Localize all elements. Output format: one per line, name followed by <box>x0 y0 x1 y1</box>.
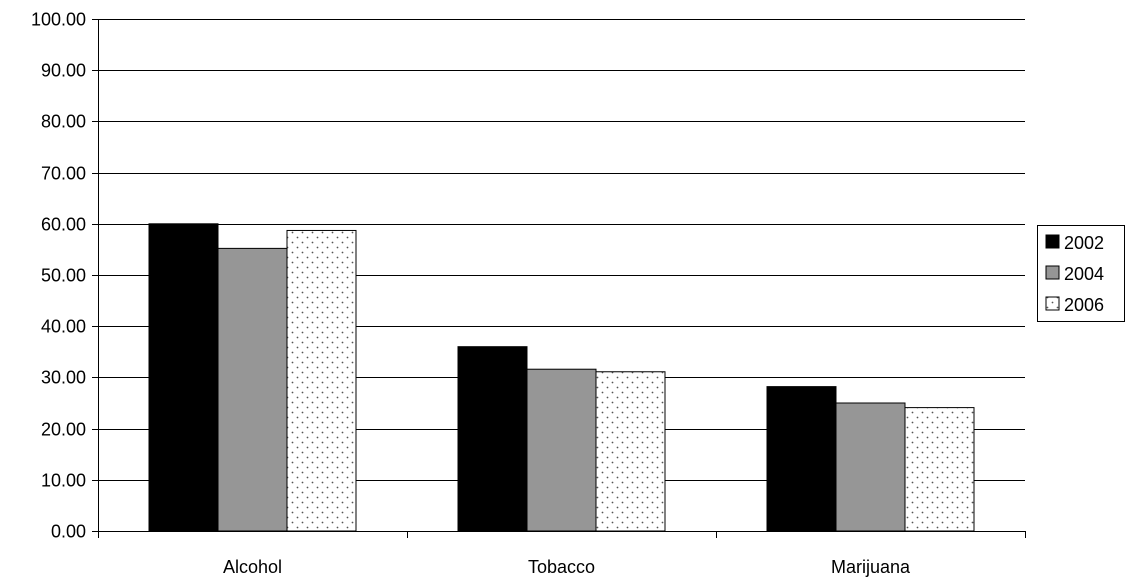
x-category-label: Tobacco <box>528 557 595 577</box>
y-tick-label: 40.00 <box>41 317 86 337</box>
legend-swatch-2004 <box>1045 265 1060 280</box>
y-tick-label: 50.00 <box>41 266 86 286</box>
bar-2002-marijuana <box>766 386 837 532</box>
y-tick-label: 70.00 <box>41 164 86 184</box>
bar-2006-tobacco <box>595 371 666 532</box>
legend-label-2004: 2004 <box>1064 264 1104 284</box>
legend-label-2006: 2006 <box>1064 295 1104 315</box>
y-tick-label: 10.00 <box>41 471 86 491</box>
bar-2002-tobacco <box>457 346 528 532</box>
bar-2002-alcohol <box>148 223 219 532</box>
y-axis-ticks: 0.00 10.00 20.00 30.00 40.00 50.00 60.00 70.00 8… <box>31 10 86 542</box>
bar-2004-tobacco <box>526 368 597 532</box>
axes <box>92 19 1026 538</box>
y-tick-label: 20.00 <box>41 420 86 440</box>
y-tick-label: 0.00 <box>51 522 86 542</box>
y-tick-label: 60.00 <box>41 215 86 235</box>
legend-label-2002: 2002 <box>1064 233 1104 253</box>
x-category-label: Marijuana <box>831 557 911 577</box>
legend-swatch-2002 <box>1045 234 1060 249</box>
bar-2004-marijuana <box>835 402 906 532</box>
y-tick-label: 90.00 <box>41 61 86 81</box>
bar-2004-alcohol <box>217 247 288 532</box>
x-axis-categories: Alcohol Tobacco Marijuana <box>223 557 911 577</box>
x-category-label: Alcohol <box>223 557 282 577</box>
legend: 2002 2004 2006 <box>1037 225 1125 322</box>
y-tick-label: 30.00 <box>41 368 86 388</box>
y-tick-label: 80.00 <box>41 112 86 132</box>
y-tick-label: 100.00 <box>31 10 86 30</box>
legend-swatch-2006 <box>1045 296 1060 311</box>
bar-2006-alcohol <box>286 229 357 532</box>
bar-2006-marijuana <box>904 407 975 532</box>
